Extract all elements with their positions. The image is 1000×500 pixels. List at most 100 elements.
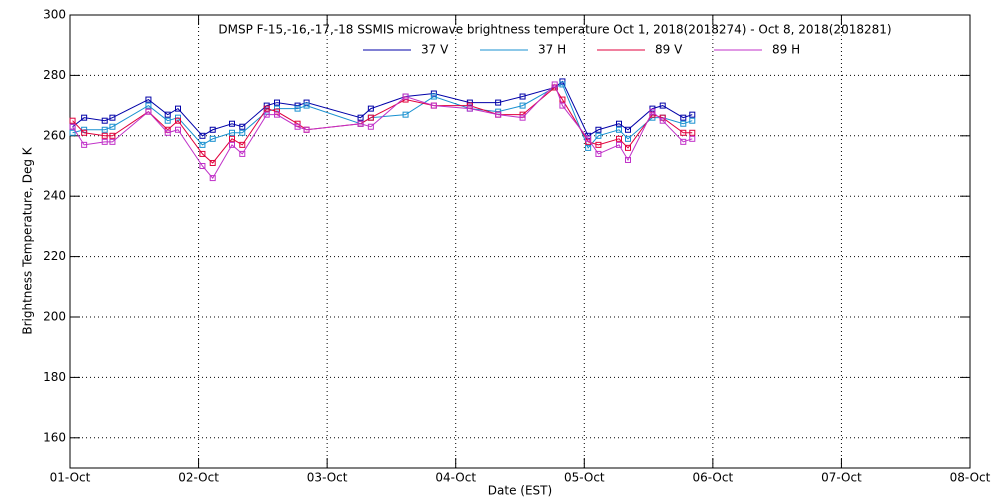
- marker: [595, 150, 602, 157]
- y-tick-label: 220: [43, 249, 66, 263]
- marker: [689, 135, 696, 142]
- marker: [519, 114, 526, 121]
- marker: [209, 126, 216, 133]
- marker: [367, 114, 374, 121]
- marker: [519, 93, 526, 100]
- chart-title: DMSP F-15,-16,-17,-18 SSMIS microwave br…: [218, 23, 891, 37]
- marker: [101, 132, 108, 139]
- y-tick-label: 280: [43, 68, 66, 82]
- marker: [559, 102, 566, 109]
- x-tick-label: 01-Oct: [50, 471, 91, 485]
- marker: [209, 135, 216, 142]
- marker: [303, 102, 310, 109]
- series-line: [72, 80, 693, 137]
- marker: [69, 129, 76, 136]
- marker: [274, 99, 280, 106]
- legend-label: 89 V: [655, 43, 683, 57]
- marker: [229, 135, 235, 142]
- marker: [109, 138, 116, 145]
- marker: [367, 123, 374, 130]
- marker: [294, 105, 301, 112]
- marker: [199, 141, 206, 148]
- series-line: [72, 86, 693, 164]
- marker: [616, 141, 622, 148]
- marker: [263, 105, 270, 112]
- y-tick-label: 300: [43, 8, 66, 22]
- marker: [81, 129, 88, 136]
- marker: [519, 102, 526, 109]
- marker: [659, 117, 666, 124]
- marker: [239, 129, 246, 136]
- marker: [239, 123, 246, 130]
- marker: [109, 114, 116, 121]
- marker: [274, 108, 280, 115]
- plot-frame: [69, 14, 971, 469]
- marker: [175, 126, 181, 133]
- marker: [367, 105, 374, 112]
- y-tick-label: 200: [43, 310, 66, 324]
- marker: [357, 114, 364, 121]
- marker: [625, 156, 631, 163]
- marker: [303, 126, 310, 133]
- legend-label: 37 V: [421, 43, 449, 57]
- marker: [616, 135, 622, 142]
- marker: [109, 123, 116, 130]
- y-tick-label: 160: [43, 430, 66, 444]
- y-tick-label: 260: [43, 128, 66, 142]
- x-tick-label: 02-Oct: [178, 471, 219, 485]
- marker: [625, 135, 631, 142]
- marker: [595, 141, 602, 148]
- x-tick-label: 03-Oct: [307, 471, 348, 485]
- y-tick-label: 180: [43, 370, 66, 384]
- marker: [145, 102, 152, 109]
- series-line: [72, 83, 693, 179]
- legend-label: 37 H: [538, 43, 566, 57]
- marker: [229, 129, 235, 136]
- marker: [69, 123, 76, 130]
- marker: [689, 129, 696, 136]
- marker: [69, 117, 76, 124]
- marker: [229, 120, 235, 127]
- marker: [209, 175, 216, 182]
- marker: [689, 111, 696, 118]
- y-tick-label: 240: [43, 189, 66, 203]
- marker: [595, 126, 602, 133]
- marker: [680, 138, 687, 145]
- marker: [430, 102, 437, 109]
- marker: [649, 108, 656, 115]
- marker: [585, 135, 592, 142]
- marker: [263, 111, 270, 118]
- marker: [229, 141, 235, 148]
- marker: [659, 102, 666, 109]
- marker: [402, 111, 409, 118]
- y-axis-label: Brightness Temperature, Deg K: [21, 146, 35, 334]
- marker: [616, 126, 622, 133]
- marker: [430, 93, 437, 100]
- marker: [402, 93, 409, 100]
- marker: [274, 111, 280, 118]
- x-axis-label: Date (EST): [488, 484, 552, 498]
- marker: [559, 81, 566, 88]
- marker: [595, 132, 602, 139]
- marker: [81, 141, 88, 148]
- marker: [294, 123, 301, 130]
- marker: [689, 117, 696, 124]
- marker: [101, 117, 108, 124]
- marker: [495, 99, 502, 106]
- marker: [101, 126, 108, 133]
- marker: [175, 117, 181, 124]
- marker: [81, 114, 88, 121]
- marker: [101, 138, 108, 145]
- x-tick-label: 08-Oct: [950, 471, 991, 485]
- legend-label: 89 H: [772, 43, 800, 57]
- marker: [199, 150, 206, 157]
- marker: [466, 99, 473, 106]
- marker: [175, 105, 181, 112]
- marker: [680, 114, 687, 121]
- marker: [616, 120, 622, 127]
- marker: [109, 132, 116, 139]
- marker: [239, 141, 246, 148]
- marker: [680, 120, 687, 127]
- marker: [495, 111, 502, 118]
